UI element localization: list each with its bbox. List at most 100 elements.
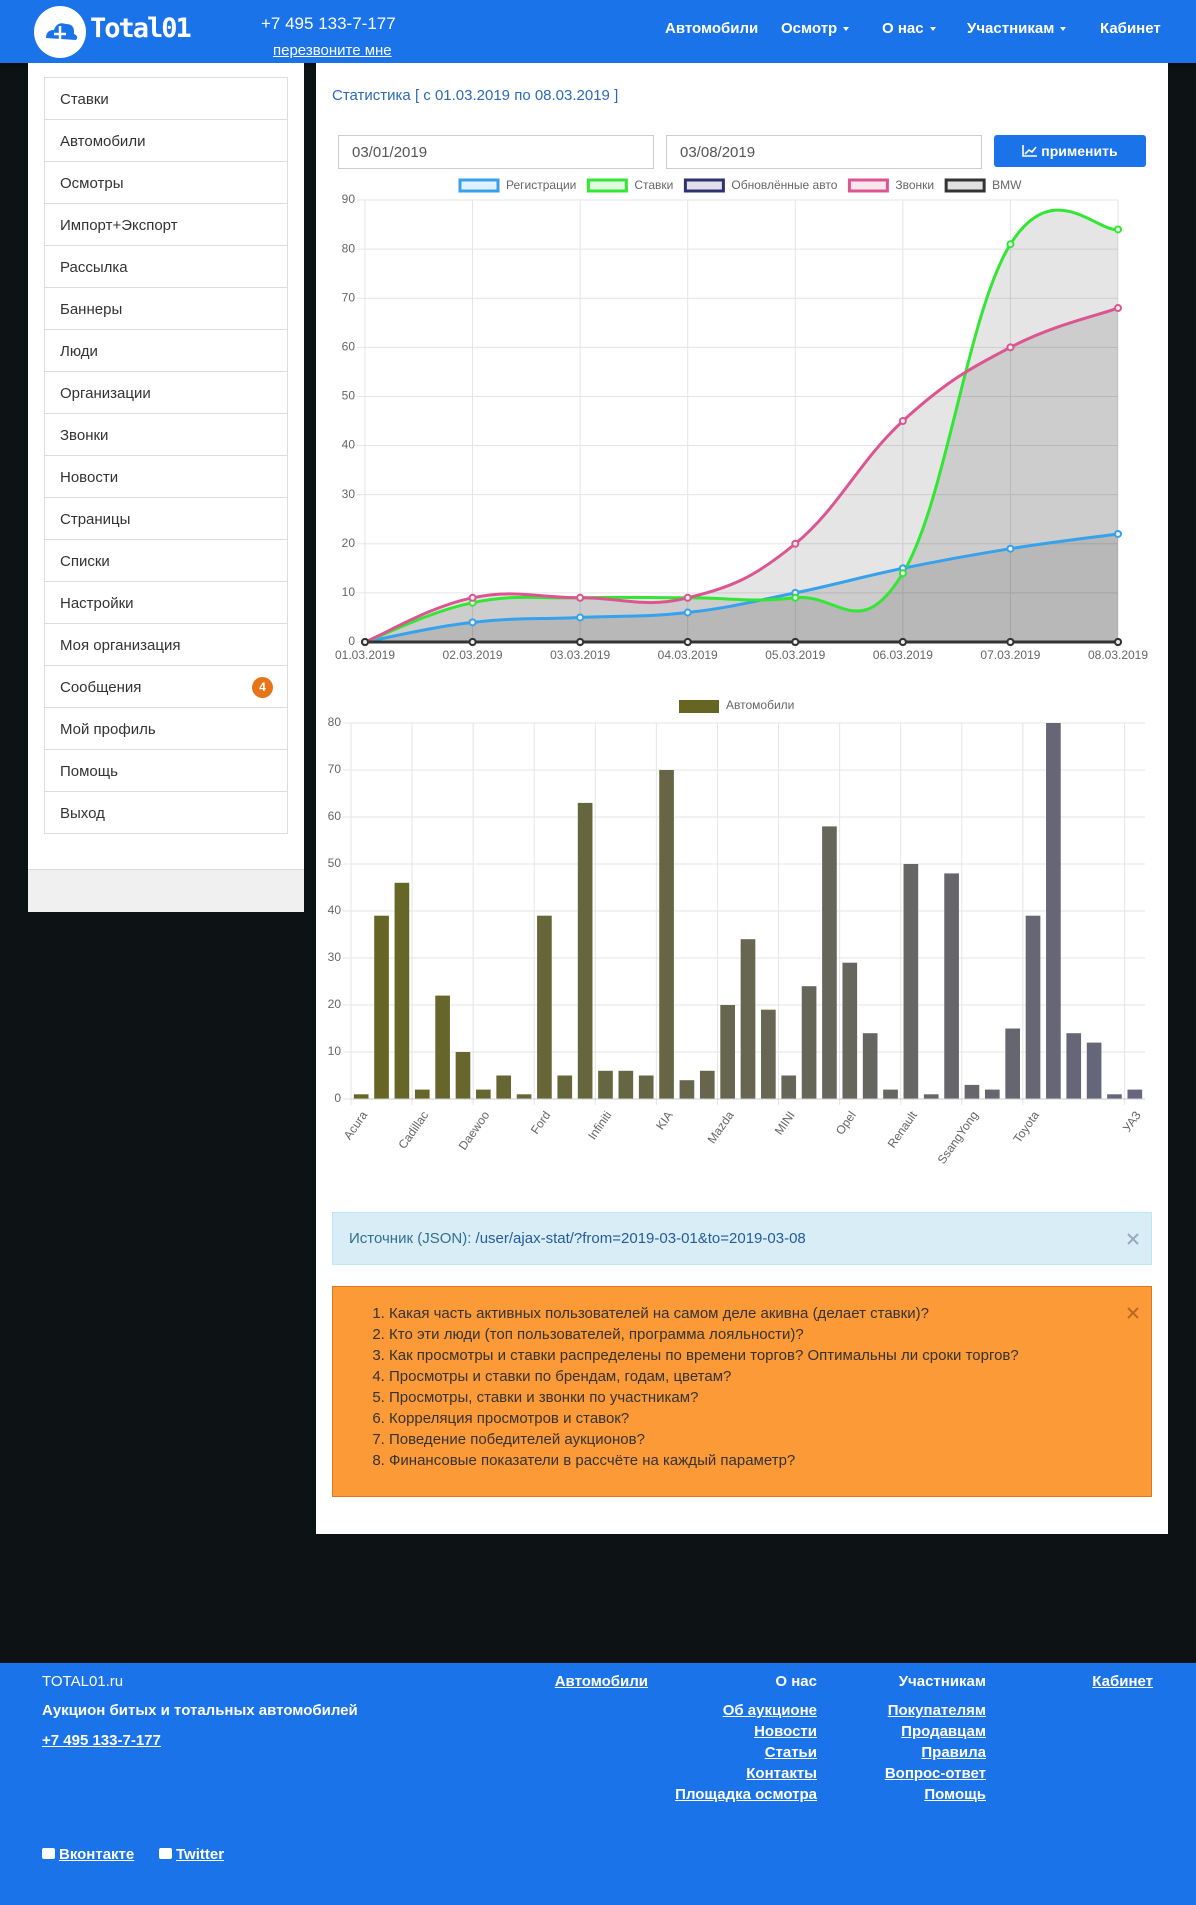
apply-label: применить	[1041, 143, 1118, 159]
menu-label: Мой профиль	[60, 721, 156, 738]
x-tick-label: 01.03.2019	[335, 648, 395, 662]
point	[1114, 638, 1122, 646]
point	[683, 638, 692, 646]
menu-item[interactable]: Новости	[44, 455, 288, 498]
bar	[618, 1070, 634, 1099]
menu-item[interactable]: Сообщения 4	[44, 665, 288, 708]
bar	[984, 1089, 1000, 1099]
bar	[964, 1084, 980, 1099]
y-tick-label: 10	[342, 585, 356, 599]
menu-item[interactable]: Автомобили	[44, 119, 288, 162]
menu-label: Списки	[60, 553, 110, 570]
footer-link[interactable]: Покупателям	[887, 1702, 986, 1719]
nav-item[interactable]: О нас	[882, 20, 936, 37]
x-tick-label: Infiniti	[585, 1109, 614, 1143]
close-button[interactable]	[1127, 1233, 1139, 1245]
main-panel: Статистика [ с 01.03.2019 по 08.03.2019 …	[316, 63, 1168, 1534]
menu-item[interactable]: Помощь	[44, 749, 288, 792]
x-tick-label: Ford	[528, 1109, 554, 1137]
menu-item[interactable]: Мой профиль	[44, 707, 288, 750]
question: Финансовые показатели в рассчёте на кажд…	[389, 1450, 1151, 1471]
line	[364, 532, 1119, 644]
social-link[interactable]: Вконтакте	[42, 1846, 134, 1863]
bar	[516, 1094, 532, 1099]
point	[1006, 240, 1015, 249]
legend-swatch	[683, 178, 725, 193]
bar	[699, 1070, 715, 1099]
menu-item[interactable]: Рассылка	[44, 245, 288, 288]
menu-item[interactable]: Страницы	[44, 497, 288, 540]
point	[1006, 544, 1015, 553]
footer-link[interactable]: Новости	[754, 1723, 817, 1740]
point	[576, 593, 585, 602]
bar	[435, 995, 450, 1099]
nav-item[interactable]: Участникам	[967, 20, 1067, 37]
menu-label: Звонки	[60, 427, 109, 444]
menu-item[interactable]: Списки	[44, 539, 288, 582]
nav-item[interactable]: Осмотр	[781, 20, 850, 37]
source-alert: Источник (JSON): /user/ajax-stat/?from=2…	[332, 1212, 1152, 1265]
y-tick-label: 80	[342, 241, 356, 255]
social-link[interactable]: Twitter	[159, 1846, 224, 1863]
footer-heading: О нас	[775, 1673, 817, 1690]
bar	[883, 1089, 898, 1099]
x-tick-label: Mazda	[705, 1108, 737, 1146]
point	[361, 638, 369, 646]
y-tick-label: 80	[328, 715, 342, 729]
x-tick-label: 03.03.2019	[550, 648, 610, 662]
footer-link[interactable]: Помощь	[924, 1786, 986, 1803]
date-to[interactable]: 03/08/2019	[666, 135, 982, 169]
point	[683, 608, 692, 617]
x-tick-label: 02.03.2019	[443, 648, 503, 662]
menu-item[interactable]: Люди	[44, 329, 288, 372]
nav-item[interactable]: Кабинет	[1100, 20, 1161, 37]
social-label: Вконтакте	[59, 1846, 135, 1863]
question: Какая часть активных пользователей на са…	[389, 1303, 1151, 1324]
menu-item[interactable]: Организации	[44, 371, 288, 414]
footer-link[interactable]: Статьи	[764, 1744, 817, 1761]
point	[898, 417, 907, 425]
menu-item[interactable]: Ставки	[44, 77, 288, 120]
footer-link[interactable]: Контакты	[746, 1765, 817, 1782]
area	[365, 308, 1118, 642]
menu-item[interactable]: Настройки	[44, 581, 288, 624]
legend-swatch	[679, 700, 719, 713]
close-button[interactable]	[1127, 1307, 1139, 1319]
y-tick-label: 30	[342, 487, 356, 501]
footer-phone[interactable]: +7 495 133-7-177	[42, 1732, 161, 1749]
questions-alert: Какая часть активных пользователей на са…	[332, 1286, 1152, 1497]
menu-item[interactable]: Выход	[44, 791, 288, 834]
header: Total01 +7 495 133-7-177 перезвоните мне…	[0, 0, 1196, 63]
footer-heading[interactable]: Автомобили	[554, 1673, 648, 1690]
footer: TOTAL01.ru Аукцион битых и тотальных авт…	[0, 1663, 1196, 1905]
footer-link[interactable]: Продавцам	[901, 1723, 986, 1740]
footer-link[interactable]: Вопрос-ответ	[884, 1765, 986, 1782]
sidebar: Ставки Автомобили Осмотры Импорт+Экспорт Рас…	[28, 63, 304, 912]
menu-item[interactable]: Звонки	[44, 413, 288, 456]
apply-button[interactable]: применить	[994, 135, 1146, 167]
bar	[740, 939, 756, 1099]
x-tick-label: Opel	[833, 1109, 859, 1138]
footer-link[interactable]: Об аукционе	[722, 1702, 817, 1719]
date-from[interactable]: 03/01/2019	[338, 135, 654, 169]
point	[683, 593, 692, 602]
y-tick-label: 50	[342, 389, 356, 403]
bar	[455, 1052, 471, 1099]
bar	[496, 1075, 512, 1099]
callback-link[interactable]: перезвоните мне	[273, 42, 392, 59]
source-label: Источник (JSON):	[349, 1230, 472, 1247]
x-tick-label: MINI	[772, 1109, 798, 1138]
bar	[781, 1075, 797, 1099]
menu-label: Моя организация	[60, 637, 181, 654]
bar	[659, 770, 674, 1099]
legend-swatch	[944, 178, 986, 193]
source-link[interactable]: /user/ajax-stat/?from=2019-03-01&to=2019…	[475, 1230, 806, 1247]
nav-item[interactable]: Автомобили	[665, 20, 758, 37]
menu-item[interactable]: Импорт+Экспорт	[44, 203, 288, 246]
footer-heading[interactable]: Кабинет	[1092, 1673, 1153, 1690]
y-tick-label: 20	[342, 536, 356, 550]
footer-link[interactable]: Правила	[921, 1744, 986, 1761]
footer-link[interactable]: Площадка осмотра	[675, 1786, 817, 1803]
legend-label: Ставки	[634, 178, 673, 192]
area	[365, 210, 1118, 642]
